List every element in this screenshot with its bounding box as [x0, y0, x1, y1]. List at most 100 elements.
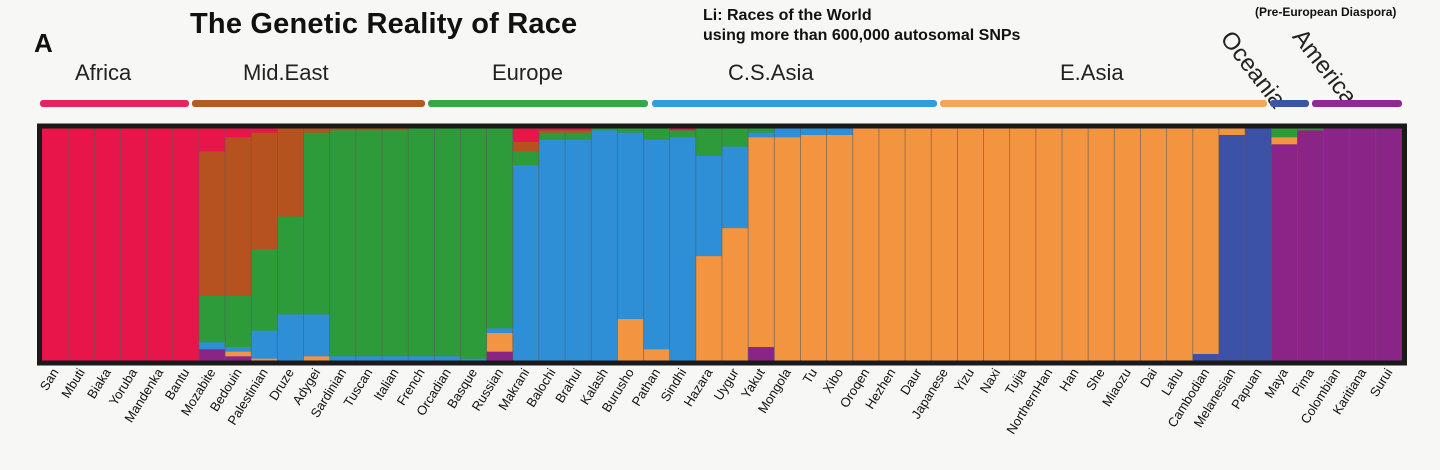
bar-palestinian-mideast	[251, 132, 278, 250]
bar-mandenka-africa	[146, 128, 174, 362]
chart-title: The Genetic Reality of Race	[190, 8, 578, 40]
region-label-africa: Africa	[75, 60, 132, 85]
bar-hezhen-easia	[878, 128, 906, 362]
bar-mozabite-csasia	[198, 342, 226, 350]
bar-yakut-europe	[748, 128, 775, 134]
bar-palestinian-csasia	[251, 330, 278, 360]
bar-adygei-europe	[303, 132, 331, 315]
population-label-mbuti: Mbuti	[58, 366, 88, 401]
bar-sardinian-csasia	[329, 356, 357, 362]
region-bar-easia	[940, 100, 1267, 107]
population-labels: SanMbutiBiakaYorubaMandenkaBantuMozabite…	[37, 365, 1396, 437]
bar-surui-america	[1375, 128, 1403, 362]
bar-oroqen-easia	[852, 128, 880, 362]
bar-northernhan-easia	[1035, 128, 1063, 362]
bar-mozabite-mideast	[198, 151, 226, 297]
chart-frame	[37, 123, 1407, 366]
subtitle-line-2: using more than 600,000 autosomal SNPs	[703, 27, 1021, 44]
region-label-mideast: Mid.East	[243, 60, 329, 85]
bar-sindhi-africa	[669, 128, 697, 131]
bar-papuan-oceania	[1245, 128, 1272, 362]
bar-bedouin-csasia	[225, 347, 252, 353]
bar-sindhi-csasia	[669, 137, 697, 362]
bar-kalash-europe	[591, 128, 618, 131]
bar-bedouin-america	[225, 356, 252, 362]
bar-uygur-easia	[722, 228, 749, 362]
bar-tujia-easia	[1009, 128, 1037, 362]
bar-mongola-csasia	[774, 128, 802, 138]
bar-burusho-csasia	[617, 132, 645, 320]
bar-basque-europe	[460, 128, 488, 360]
bar-french-csasia	[408, 356, 435, 362]
panel-letter: A	[34, 28, 53, 58]
bar-uygur-csasia	[722, 146, 749, 229]
population-label-dai: Dai	[1137, 366, 1160, 391]
population-label-han: Han	[1056, 366, 1081, 394]
bar-druze-europe	[277, 216, 305, 315]
bar-adygei-mideast	[303, 128, 331, 134]
subtitle-line-1: Li: Races of the World	[703, 7, 872, 24]
population-label-she: She	[1083, 366, 1108, 394]
bar-miaozu-easia	[1114, 128, 1142, 362]
bar-mozabite-america	[198, 349, 226, 362]
bar-yoruba-africa	[120, 128, 148, 362]
bar-burusho-europe	[617, 128, 645, 134]
bar-pathan-easia	[643, 349, 671, 362]
bar-bedouin-easia	[225, 351, 252, 357]
bar-biaka-africa	[94, 128, 122, 362]
region-label-europe: Europe	[492, 60, 563, 85]
region-bar-csasia	[652, 100, 937, 107]
bar-karitiana-america	[1349, 128, 1377, 362]
bar-tuscan-europe	[355, 130, 383, 357]
bar-han-easia	[1062, 128, 1089, 362]
bar-pima-america	[1297, 130, 1325, 362]
bar-sindhi-europe	[669, 130, 697, 138]
bar-pima-europe	[1297, 128, 1325, 131]
bar-french-europe	[408, 128, 435, 357]
bar-mozabite-europe	[198, 295, 226, 343]
bar-dai-easia	[1140, 128, 1168, 362]
bar-druze-mideast	[277, 128, 305, 217]
bar-melanesian-easia	[1218, 128, 1246, 136]
bar-yakut-america	[748, 347, 775, 362]
bar-makrani-europe	[512, 151, 540, 166]
bar-bedouin-africa	[225, 128, 252, 138]
region-label-csasia: C.S.Asia	[728, 60, 814, 85]
bar-druze-csasia	[277, 314, 305, 362]
bar-italian-csasia	[382, 356, 409, 362]
bar-pathan-csasia	[643, 139, 671, 350]
bar-russian-america	[486, 351, 514, 362]
bar-colombian-america	[1323, 128, 1351, 362]
bar-xibo-easia	[826, 134, 854, 362]
chart-subtitle: Li: Races of the World using more than 6…	[703, 6, 1020, 46]
bar-mbuti-africa	[68, 128, 95, 362]
bar-italian-mideast	[382, 128, 409, 131]
bar-maya-europe	[1271, 128, 1298, 138]
region-label-easia: E.Asia	[1060, 60, 1124, 85]
bar-palestinian-europe	[251, 249, 278, 332]
bar-makrani-africa	[512, 128, 540, 143]
bar-russian-easia	[486, 333, 514, 353]
population-label-tu: Tu	[800, 366, 821, 386]
region-bar-america	[1312, 100, 1402, 107]
bar-kalash-csasia	[591, 130, 618, 362]
bar-cambodian-oceania	[1192, 354, 1220, 362]
region-bar-africa	[40, 100, 189, 107]
bar-xibo-csasia	[826, 128, 854, 136]
bar-pathan-europe	[643, 128, 671, 141]
bar-tuscan-csasia	[355, 356, 383, 362]
bar-tu-easia	[800, 134, 828, 362]
bar-hazara-csasia	[695, 155, 723, 257]
bar-balochi-csasia	[538, 139, 566, 362]
bar-adygei-easia	[303, 356, 331, 362]
bar-melanesian-oceania	[1218, 134, 1246, 362]
bar-naxi-easia	[983, 128, 1011, 362]
bar-burusho-easia	[617, 319, 645, 362]
bar-bedouin-europe	[225, 295, 252, 348]
bar-bantu-africa	[172, 128, 200, 362]
bar-daur-easia	[905, 128, 932, 362]
population-label-maya: Maya	[1261, 365, 1291, 401]
bar-yakut-csasia	[748, 132, 775, 138]
bar-she-easia	[1088, 128, 1115, 362]
